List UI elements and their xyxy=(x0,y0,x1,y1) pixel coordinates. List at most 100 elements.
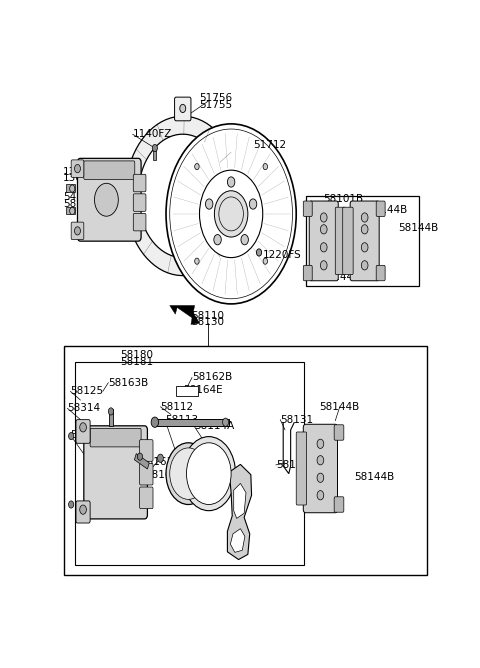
Circle shape xyxy=(263,164,267,170)
Text: 58130: 58130 xyxy=(192,317,225,327)
Text: 51755: 51755 xyxy=(200,100,233,110)
Circle shape xyxy=(166,443,211,504)
Text: 1360GJ: 1360GJ xyxy=(63,174,100,184)
Text: 58181: 58181 xyxy=(120,357,153,367)
Circle shape xyxy=(69,501,74,508)
Polygon shape xyxy=(125,116,240,276)
Circle shape xyxy=(151,417,158,428)
Circle shape xyxy=(361,261,368,270)
Circle shape xyxy=(228,177,235,187)
FancyBboxPatch shape xyxy=(140,487,153,508)
Circle shape xyxy=(70,207,75,214)
Circle shape xyxy=(241,234,248,245)
Circle shape xyxy=(317,473,324,482)
FancyBboxPatch shape xyxy=(71,222,84,240)
FancyBboxPatch shape xyxy=(376,201,385,216)
Circle shape xyxy=(205,199,213,209)
Circle shape xyxy=(317,456,324,465)
Circle shape xyxy=(361,224,368,234)
Circle shape xyxy=(200,170,263,258)
Bar xyxy=(66,184,75,192)
Circle shape xyxy=(256,249,262,256)
FancyBboxPatch shape xyxy=(133,213,146,231)
Text: 58180: 58180 xyxy=(120,350,153,360)
Text: 58162B: 58162B xyxy=(192,373,232,383)
Bar xyxy=(60,80,432,337)
Circle shape xyxy=(108,407,114,415)
FancyBboxPatch shape xyxy=(133,174,146,192)
Circle shape xyxy=(74,164,81,173)
Circle shape xyxy=(74,226,81,235)
Text: 58131: 58131 xyxy=(280,415,313,425)
FancyBboxPatch shape xyxy=(334,425,344,440)
FancyBboxPatch shape xyxy=(303,265,312,281)
Polygon shape xyxy=(134,454,149,469)
Text: 58112: 58112 xyxy=(160,401,193,411)
Bar xyxy=(155,419,229,426)
Circle shape xyxy=(215,191,248,237)
FancyBboxPatch shape xyxy=(76,420,90,444)
Text: 58144B: 58144B xyxy=(321,272,360,282)
Circle shape xyxy=(166,124,296,304)
Text: 58144B: 58144B xyxy=(321,264,360,274)
Circle shape xyxy=(80,505,86,514)
Circle shape xyxy=(321,224,327,234)
Text: 58144B: 58144B xyxy=(398,223,438,233)
FancyBboxPatch shape xyxy=(376,265,385,281)
Text: 58144B: 58144B xyxy=(354,472,394,482)
Text: 58113: 58113 xyxy=(165,415,198,425)
Text: 54562D: 54562D xyxy=(63,192,104,202)
Circle shape xyxy=(182,437,236,510)
Circle shape xyxy=(317,439,324,448)
Circle shape xyxy=(170,448,207,500)
Circle shape xyxy=(152,144,157,152)
FancyBboxPatch shape xyxy=(309,201,338,281)
Text: 58144B: 58144B xyxy=(320,401,360,411)
Bar xyxy=(109,409,113,426)
Circle shape xyxy=(95,183,118,216)
Text: 1220FS: 1220FS xyxy=(263,250,301,260)
Circle shape xyxy=(180,104,186,113)
Text: 58163B: 58163B xyxy=(108,377,149,387)
FancyBboxPatch shape xyxy=(90,428,141,447)
FancyBboxPatch shape xyxy=(350,201,379,281)
Bar xyxy=(66,207,75,214)
Circle shape xyxy=(263,258,267,265)
Text: 1140FZ: 1140FZ xyxy=(132,129,172,139)
Circle shape xyxy=(69,432,74,440)
Circle shape xyxy=(195,258,199,265)
Circle shape xyxy=(361,213,368,222)
Circle shape xyxy=(223,418,228,426)
Circle shape xyxy=(317,490,324,500)
FancyBboxPatch shape xyxy=(175,97,191,121)
Circle shape xyxy=(321,213,327,222)
Text: 58110: 58110 xyxy=(192,311,225,321)
Text: 58125: 58125 xyxy=(71,386,104,396)
FancyBboxPatch shape xyxy=(140,440,153,462)
FancyBboxPatch shape xyxy=(133,194,146,211)
FancyBboxPatch shape xyxy=(343,207,353,275)
FancyBboxPatch shape xyxy=(303,424,337,513)
FancyBboxPatch shape xyxy=(140,464,153,485)
Text: 58114A: 58114A xyxy=(194,421,234,431)
Text: 58101B: 58101B xyxy=(324,194,363,204)
Text: 58164E: 58164E xyxy=(145,470,185,480)
Circle shape xyxy=(249,199,257,209)
Text: 1351JD: 1351JD xyxy=(63,167,100,177)
Text: 51756: 51756 xyxy=(200,93,233,103)
Circle shape xyxy=(321,261,327,270)
Text: 58131: 58131 xyxy=(276,460,309,470)
FancyBboxPatch shape xyxy=(334,497,344,512)
Circle shape xyxy=(321,242,327,252)
Circle shape xyxy=(137,453,143,460)
Circle shape xyxy=(186,443,231,504)
Polygon shape xyxy=(234,484,246,518)
Bar xyxy=(176,386,198,397)
FancyBboxPatch shape xyxy=(335,207,346,275)
Bar xyxy=(75,361,304,564)
Circle shape xyxy=(214,234,221,245)
Circle shape xyxy=(80,423,86,432)
FancyBboxPatch shape xyxy=(76,501,90,523)
FancyBboxPatch shape xyxy=(296,432,307,505)
Text: 58120: 58120 xyxy=(71,430,103,440)
